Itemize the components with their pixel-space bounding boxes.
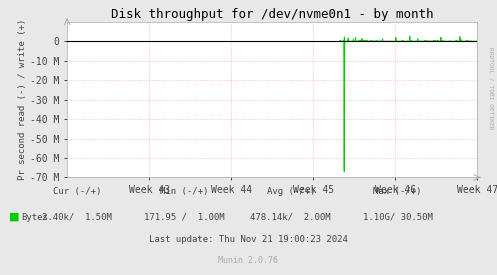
Text: RRDTOOL / TOBI OETIKER: RRDTOOL / TOBI OETIKER: [489, 47, 494, 129]
Y-axis label: Pr second read (-) / write (+): Pr second read (-) / write (+): [18, 19, 27, 180]
Text: 1.10G/ 30.50M: 1.10G/ 30.50M: [363, 213, 432, 222]
Text: Cur (-/+): Cur (-/+): [53, 187, 101, 196]
Text: Last update: Thu Nov 21 19:00:23 2024: Last update: Thu Nov 21 19:00:23 2024: [149, 235, 348, 244]
Text: 171.95 /  1.00M: 171.95 / 1.00M: [144, 213, 224, 222]
Text: Max (-/+): Max (-/+): [373, 187, 422, 196]
Text: Munin 2.0.76: Munin 2.0.76: [219, 256, 278, 265]
Title: Disk throughput for /dev/nvme0n1 - by month: Disk throughput for /dev/nvme0n1 - by mo…: [111, 8, 433, 21]
Text: Avg (-/+): Avg (-/+): [266, 187, 315, 196]
Text: 2.40k/  1.50M: 2.40k/ 1.50M: [42, 213, 112, 222]
Text: 478.14k/  2.00M: 478.14k/ 2.00M: [250, 213, 331, 222]
Text: Min (-/+): Min (-/+): [160, 187, 208, 196]
Text: Bytes: Bytes: [21, 213, 48, 222]
Text: ■: ■: [9, 212, 19, 222]
